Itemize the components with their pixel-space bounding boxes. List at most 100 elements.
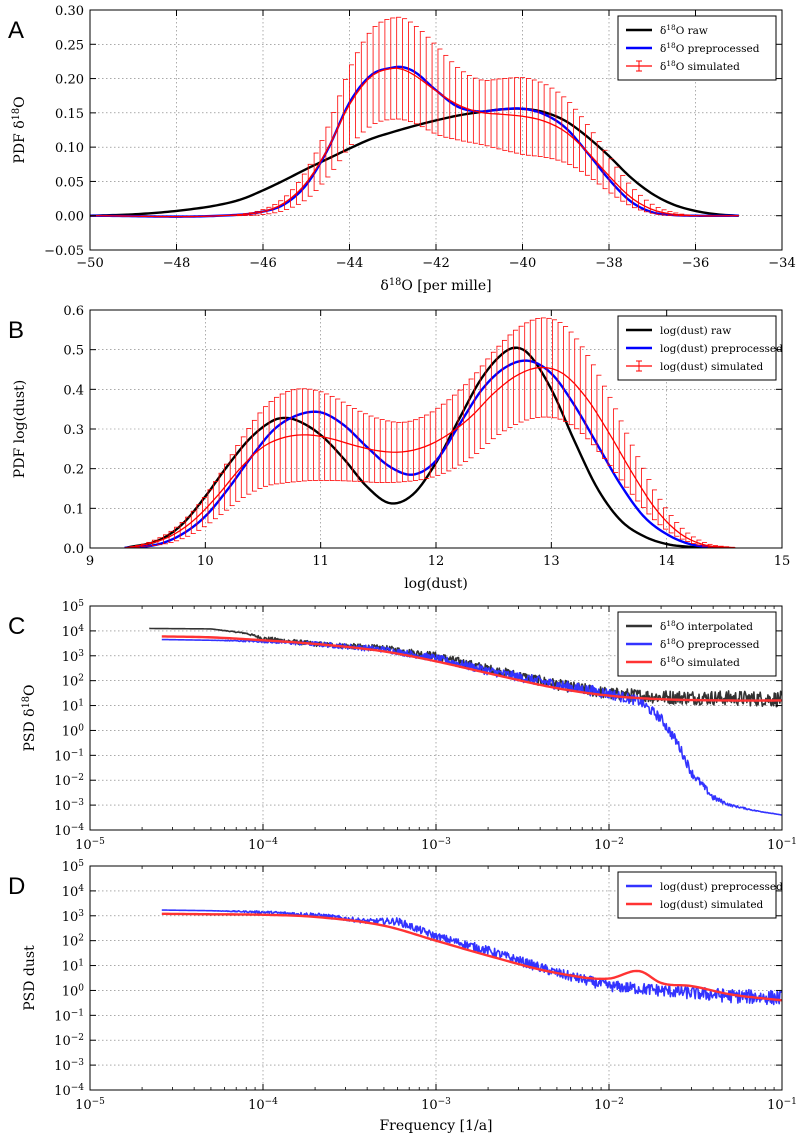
x-tick-label: −34 (768, 256, 795, 271)
x-tick-label: 10−5 (75, 1097, 105, 1113)
x-tick-label: 12 (428, 554, 445, 569)
legend-entry: log(dust) preprocessed (626, 343, 783, 355)
y-tick-label: 10−3 (54, 798, 84, 814)
y-tick-label: 10−1 (54, 1008, 84, 1024)
legend-entry: δ18O interpolated (626, 619, 753, 633)
x-tick-label: 10−3 (421, 837, 451, 853)
series-c-2 (161, 635, 782, 702)
x-tick-label: 10−2 (594, 1097, 624, 1113)
chart-panel-c: 10−5 10−4 10−3 10−2 10−110−410−310−210−11001… (8, 599, 797, 853)
x-tick-label: 10−5 (75, 837, 105, 853)
legend-entry: δ18O preprocessed (626, 637, 760, 652)
x-tick-label: −46 (249, 256, 276, 271)
x-tick-label: −44 (336, 256, 363, 271)
legend-entry: log(dust) preprocessed (626, 881, 783, 893)
y-tick-label: 102 (62, 934, 84, 950)
x-tick-label: 10−3 (421, 1097, 451, 1113)
legend: log(dust) preprocessed log(dust) simulate… (617, 871, 783, 919)
y-tick-label: 0.20 (55, 73, 84, 88)
y-tick-label: 101 (62, 699, 84, 715)
y-axis-label: PSD δ18O (21, 684, 39, 751)
y-tick-label: 0.15 (55, 107, 84, 122)
x-tick-label: 15 (774, 554, 791, 569)
y-tick-label: 0.2 (63, 463, 84, 478)
x-axis-label: log(dust) (404, 576, 468, 592)
y-axis-label: PDF δ18O (11, 96, 29, 163)
legend-label: δ18O preprocessed (660, 637, 760, 652)
plot-area (90, 16, 739, 218)
legend-label: δ18O preprocessed (660, 41, 760, 56)
ticks: −50 −48 −46 −44 −42 −40 −38 −36 −34 −0.05 0.00 0.05… (44, 4, 796, 271)
x-tick-label: 10 (197, 554, 214, 569)
series-a-2-line (90, 67, 739, 218)
legend: log(dust) raw log(dust) preprocessed log(d… (617, 315, 783, 381)
legend: δ18O interpolated δ18O preprocessed δ18O s… (617, 611, 777, 677)
y-tick-label: 100 (62, 723, 85, 739)
plot-area (161, 909, 782, 1006)
chart-panel-d: 10−5 10−4 10−3 10−2 10−110−410−310−210−11001… (8, 859, 797, 1134)
y-tick-label: 103 (62, 909, 85, 925)
y-tick-label: 103 (62, 649, 85, 665)
plot-area (124, 317, 736, 548)
y-tick-label: 0.05 (55, 175, 84, 190)
y-tick-label: 10−3 (54, 1058, 84, 1074)
legend-entry: δ18O simulated (626, 59, 740, 74)
y-tick-label: 0.00 (55, 210, 84, 225)
x-tick-label: −36 (682, 256, 709, 271)
y-tick-label: 10−2 (54, 773, 84, 789)
panel-letter-b: B (8, 317, 24, 344)
chart-panel-b: 9 10 11 12 13 14 15 0.0 0.1 0.2 0.3 0.4 0.5 0.6 log(du… (8, 304, 790, 592)
series-d-1 (161, 912, 782, 1002)
y-tick-label: 0.4 (63, 383, 84, 398)
x-tick-label: −50 (76, 256, 103, 271)
x-tick-label: 9 (86, 554, 94, 569)
series-d-0 (161, 909, 782, 1006)
legend: δ18O raw δ18O preprocessed δ18O simulated (617, 15, 777, 81)
series-b-2 (124, 317, 736, 548)
legend-label: δ18O raw (660, 23, 708, 38)
legend-label: δ18O simulated (660, 59, 740, 74)
series-c-2-line (161, 635, 782, 702)
y-tick-label: 0.6 (63, 304, 84, 319)
ticks: 10−5 10−4 10−3 10−2 10−110−410−310−210−11001… (54, 599, 797, 853)
legend-label: log(dust) preprocessed (660, 881, 783, 893)
legend-label: log(dust) preprocessed (660, 343, 783, 355)
plot-area (149, 627, 782, 816)
y-tick-label: 0.0 (63, 542, 84, 557)
series-a-0-line (90, 107, 739, 217)
y-tick-label: 10−1 (54, 748, 84, 764)
y-tick-label: 0.5 (63, 344, 84, 359)
legend-box (617, 871, 777, 919)
x-tick-label: 10−4 (248, 1097, 278, 1113)
legend-label: log(dust) simulated (660, 361, 764, 373)
panel-letter-d: D (8, 873, 25, 900)
y-tick-label: 0.1 (63, 502, 84, 517)
y-tick-label: 102 (62, 674, 84, 690)
y-tick-label: 104 (62, 884, 85, 900)
chart-panel-a: −50 −48 −46 −44 −42 −40 −38 −36 −34 −0.05 0.00 0.05… (8, 4, 796, 294)
x-tick-label: 10−1 (767, 837, 797, 853)
x-tick-label: 10−2 (594, 837, 624, 853)
series-b-2-line (124, 366, 736, 548)
y-tick-label: −0.05 (44, 244, 84, 259)
x-tick-label: −38 (595, 256, 622, 271)
x-tick-label: 10−4 (248, 837, 278, 853)
x-tick-label: 13 (543, 554, 560, 569)
y-tick-label: 101 (62, 959, 84, 975)
y-tick-label: 105 (62, 599, 85, 615)
y-tick-label: 10−4 (54, 823, 84, 839)
series-a-0 (90, 107, 739, 217)
y-tick-label: 105 (62, 859, 85, 875)
x-tick-label: 10−1 (767, 1097, 797, 1113)
legend-label: log(dust) raw (660, 325, 731, 337)
series-d-1-line (161, 912, 782, 1002)
y-axis-label: PDF log(dust) (12, 380, 28, 478)
legend-label: log(dust) simulated (660, 899, 764, 911)
y-tick-label: 10−2 (54, 1033, 84, 1049)
y-tick-label: 104 (62, 624, 85, 640)
legend-entry: log(dust) raw (626, 325, 731, 337)
series-d-0-line (161, 909, 782, 1006)
x-tick-label: 14 (658, 554, 675, 569)
legend-entry: δ18O simulated (626, 655, 740, 669)
